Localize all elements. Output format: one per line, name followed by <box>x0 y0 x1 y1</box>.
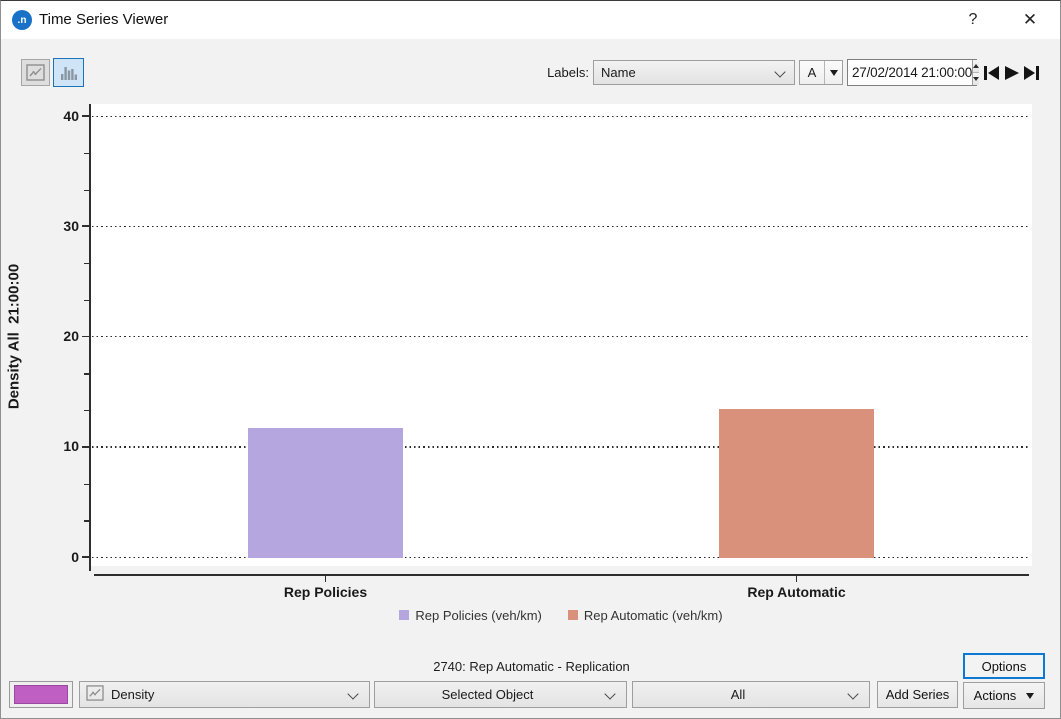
series-color-button[interactable] <box>9 681 73 708</box>
y-axis-line <box>89 104 91 571</box>
font-split-button[interactable]: A <box>799 60 843 85</box>
bar-chart-icon <box>61 67 77 80</box>
y-axis-title: Density All 21:00:00 <box>5 263 23 410</box>
legend-item: Rep Automatic (veh/km) <box>567 607 723 623</box>
line-chart-icon <box>26 64 45 81</box>
y-axis-minor-tick <box>84 152 89 155</box>
help-button[interactable]: ? <box>968 11 978 28</box>
y-tick-label: 30 <box>63 217 79 234</box>
y-axis-minor-tick <box>84 299 89 302</box>
close-button[interactable]: ✕ <box>1022 10 1038 29</box>
font-button-label: A <box>800 61 825 84</box>
gridline <box>92 446 1030 448</box>
skip-to-end-button[interactable] <box>1022 63 1041 83</box>
actions-button[interactable]: Actions <box>963 682 1045 709</box>
gridline <box>92 115 1030 117</box>
x-axis-tick <box>324 574 327 582</box>
gridline <box>92 556 1030 558</box>
y-axis-minor-tick <box>84 520 89 522</box>
y-axis-minor-tick <box>84 410 89 412</box>
y-axis-tick <box>82 335 89 338</box>
add-series-button[interactable]: Add Series <box>877 681 958 708</box>
window-title: Time Series Viewer <box>39 11 169 28</box>
labels-combobox[interactable]: Name <box>593 60 795 85</box>
object-combobox[interactable]: Selected Object <box>374 681 627 708</box>
app-logo-icon: .n <box>12 10 32 30</box>
legend-label: Rep Automatic (veh/km) <box>583 607 723 623</box>
play-icon <box>1005 66 1019 80</box>
line-chart-toggle-button[interactable] <box>21 59 50 86</box>
chart-legend: Rep Policies (veh/km) Rep Automatic (veh/… <box>90 606 1032 624</box>
spin-up-button[interactable] <box>973 60 980 73</box>
triangle-down-icon <box>829 69 838 76</box>
chevron-down-icon <box>847 688 859 700</box>
y-axis-minor-tick <box>84 373 89 375</box>
x-axis-line <box>94 574 1029 576</box>
y-axis-tick <box>82 445 89 448</box>
spin-down-button[interactable] <box>973 73 980 85</box>
triangle-up-icon <box>973 64 980 68</box>
legend-swatch <box>399 610 410 620</box>
y-axis-minor-tick <box>84 483 89 485</box>
y-axis-minor-tick <box>84 263 89 265</box>
gridline <box>92 225 1030 228</box>
y-axis-tick <box>82 115 89 117</box>
aggregation-combobox-value: All <box>730 687 746 702</box>
bar-chart-toggle-button[interactable] <box>53 58 84 87</box>
variable-combobox-value: Density <box>111 687 155 702</box>
y-axis-minor-tick <box>84 189 89 191</box>
triangle-down-icon <box>1026 692 1035 699</box>
font-dropdown-arrow[interactable] <box>825 61 842 84</box>
datetime-spinbox[interactable]: 27/02/2014 21:00:00 <box>847 59 980 86</box>
y-tick-label: 40 <box>63 107 79 124</box>
category-label: Rep Policies <box>283 584 368 600</box>
actions-button-label: Actions <box>973 688 1017 703</box>
y-axis-tick <box>82 556 89 558</box>
bar <box>248 428 403 558</box>
title-bar: .n Time Series Viewer ? ✕ <box>1 1 1060 39</box>
chevron-down-icon <box>347 688 359 700</box>
labels-caption: Labels: <box>547 65 589 80</box>
legend-swatch <box>567 610 578 620</box>
series-color-swatch <box>14 685 68 704</box>
legend-label: Rep Policies (veh/km) <box>415 607 542 623</box>
x-axis-tick <box>795 574 798 582</box>
chevron-down-icon <box>604 688 616 700</box>
legend-item: Rep Policies (veh/km) <box>399 607 542 623</box>
y-tick-label: 0 <box>71 548 79 565</box>
variable-combobox[interactable]: Density <box>79 681 370 708</box>
datetime-spinner <box>972 60 980 85</box>
skip-start-icon <box>984 66 999 80</box>
skip-end-icon <box>1024 66 1039 80</box>
gridline <box>92 336 1030 338</box>
y-tick-label: 10 <box>63 438 79 455</box>
play-forward-button[interactable] <box>1002 63 1021 83</box>
y-axis-tick <box>82 225 89 228</box>
options-button[interactable]: Options <box>963 653 1045 679</box>
chevron-down-icon <box>774 66 786 78</box>
y-tick-label: 20 <box>63 328 79 344</box>
triangle-down-icon <box>973 77 980 81</box>
status-text: 2740: Rep Automatic - Replication <box>433 659 630 674</box>
datetime-value: 27/02/2014 21:00:00 <box>852 65 973 80</box>
category-label: Rep Automatic <box>747 584 846 600</box>
plot-area <box>90 104 1032 566</box>
series-type-icon <box>86 685 104 704</box>
skip-to-start-button[interactable] <box>982 63 1001 83</box>
bar <box>719 409 874 558</box>
aggregation-combobox[interactable]: All <box>632 681 870 708</box>
object-combobox-value: Selected Object <box>441 687 534 702</box>
labels-combobox-value: Name <box>601 65 636 80</box>
